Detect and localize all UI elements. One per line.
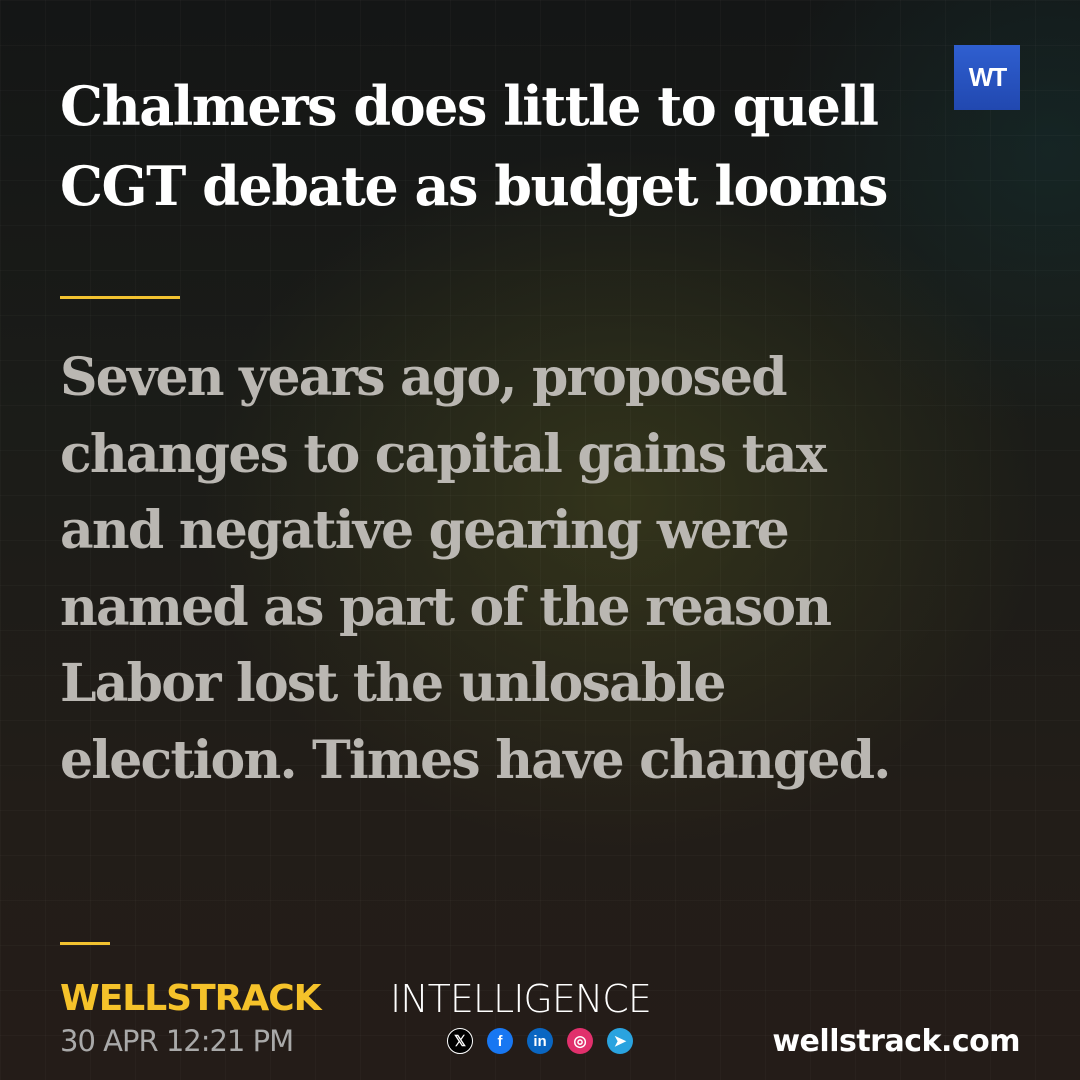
headline-line: CGT debate as budget looms (60, 154, 888, 218)
accent-divider (60, 296, 180, 299)
summary-line: and negative gearing were (60, 500, 790, 561)
accent-divider (60, 942, 110, 945)
summary-line: Seven years ago, proposed (60, 347, 788, 408)
linkedin-icon[interactable]: in (527, 1028, 553, 1054)
timestamp: 30 APR 12:21 PM (60, 1024, 294, 1058)
instagram-icon[interactable]: ◎ (567, 1028, 593, 1054)
facebook-icon[interactable]: f (487, 1028, 513, 1054)
headline: Chalmers does little to quell CGT debate… (60, 66, 888, 226)
headline-line: Chalmers does little to quell (60, 74, 879, 138)
x-icon[interactable]: 𝕏 (447, 1028, 473, 1054)
website-link[interactable]: wellstrack.com (772, 1024, 1020, 1059)
summary-line: changes to capital gains tax (60, 423, 827, 485)
summary-line: named as part of the reason (60, 576, 832, 638)
summary-line: Labor lost the unlosable (60, 653, 726, 714)
logo-text: WT (968, 62, 1007, 92)
summary: Seven years ago, proposed changes to cap… (60, 340, 891, 799)
telegram-icon[interactable]: ➤ (607, 1028, 633, 1054)
brand-name: WELLSTRACK (60, 978, 322, 1019)
section-label: INTELLIGENCE (390, 977, 652, 1021)
wellstrack-logo: WT (954, 45, 1020, 110)
summary-line: election. Times have changed. (60, 729, 891, 791)
